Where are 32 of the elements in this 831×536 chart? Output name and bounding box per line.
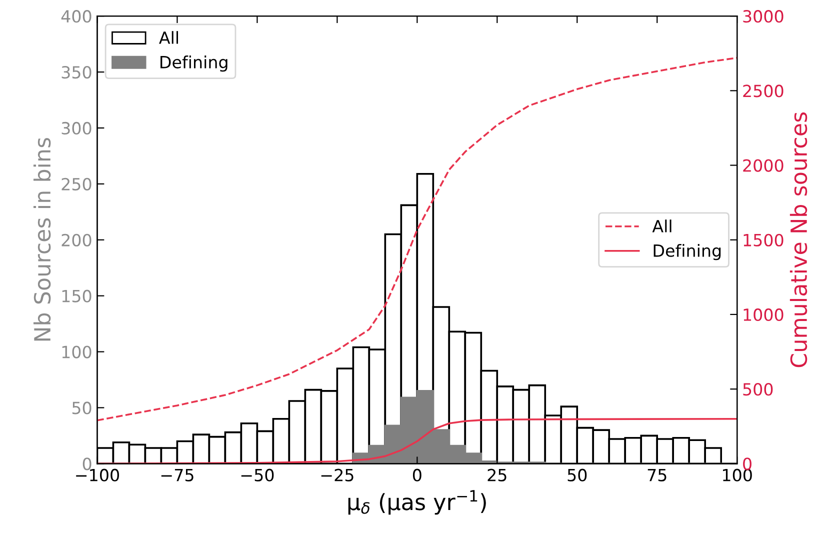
x-tick-label: −100 — [76, 468, 120, 482]
x-tick-label: 50 — [568, 468, 587, 482]
x-tick-label: 100 — [723, 468, 752, 482]
x-tick-label: −75 — [161, 469, 194, 482]
y2-tick-label: 500 — [743, 383, 773, 396]
x-axis-title: μ$_{δ}$ (μas yr$^{−1}$) — [348, 490, 486, 515]
y2-tick-label: 2000 — [743, 159, 784, 172]
y2-tick-label: 1000 — [744, 308, 784, 322]
y-tick-label: 100 — [62, 346, 92, 358]
y-tick-label: 350 — [62, 66, 92, 79]
x-tick-label: −25 — [321, 468, 354, 482]
y2-tick-label: 1500 — [744, 234, 784, 246]
x-tick-label: 25 — [488, 468, 506, 482]
y-tick-label: 150 — [62, 290, 92, 302]
y2-tick-label: 0 — [743, 458, 752, 470]
y-tick-label: 250 — [62, 178, 92, 190]
legend-label: Defining — [654, 244, 721, 260]
y-axis-title: Nb Sources in bins — [33, 138, 51, 341]
y-tick-label: 200 — [62, 234, 92, 246]
y-tick-label: 400 — [61, 10, 92, 23]
y2-axis-title: Cumulative Nb sources — [790, 112, 808, 368]
legend-label: Defining — [160, 56, 228, 72]
x-tick-label: 75 — [648, 469, 666, 482]
y-tick-label: 50 — [72, 402, 92, 414]
y2-tick-label: 3000 — [743, 10, 784, 23]
x-tick-label: 0 — [412, 468, 422, 482]
y-tick-label: 0 — [82, 458, 92, 470]
legend-label: All — [652, 220, 672, 232]
x-tick-label: −50 — [241, 468, 274, 482]
legend-label: All — [159, 31, 178, 44]
y2-tick-label: 2500 — [743, 84, 784, 98]
y-tick-label: 300 — [62, 122, 92, 135]
